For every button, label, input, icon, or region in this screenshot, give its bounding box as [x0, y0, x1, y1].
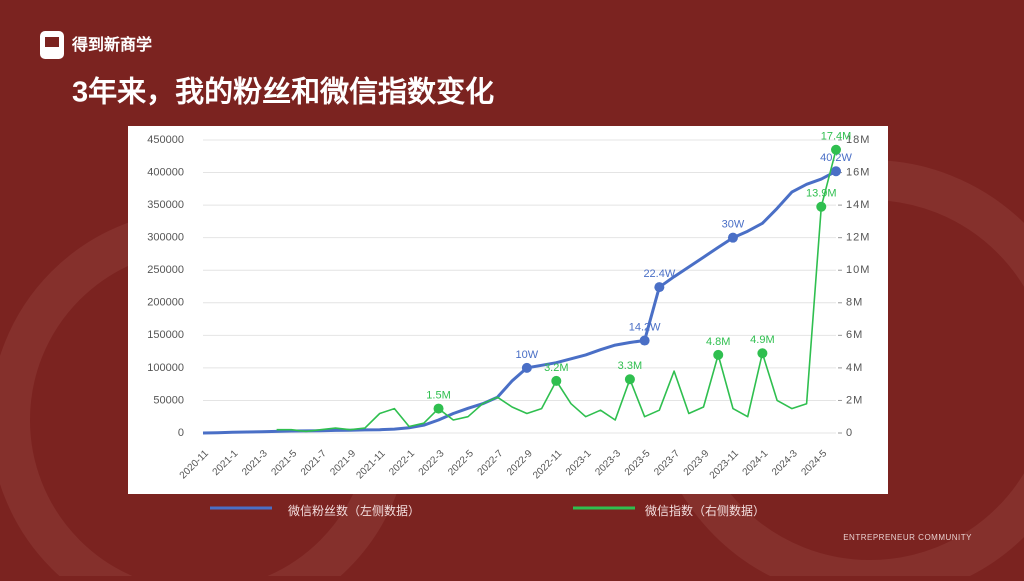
y2-tick-label: 6M	[846, 329, 863, 341]
y-tick-label: 250000	[147, 264, 184, 276]
legend-label: 微信粉丝数（左侧数据）	[288, 503, 420, 518]
data-label: 13.9M	[806, 188, 837, 200]
y-tick-label: 0	[178, 427, 184, 439]
y-tick-label: 300000	[147, 232, 184, 244]
data-label: 22.4W	[643, 268, 675, 280]
y2-tick-label: 12M	[846, 232, 870, 244]
y2-tick-label: 16M	[846, 166, 870, 178]
y-tick-label: 200000	[147, 297, 184, 309]
point-marker	[521, 362, 532, 373]
data-label: 3.3M	[618, 360, 642, 372]
point-marker	[639, 335, 650, 346]
data-label: 3.2M	[544, 362, 568, 374]
brand: 得到新商学	[71, 35, 152, 54]
y-tick-label: 450000	[147, 134, 184, 146]
footer: ENTREPRENEUR COMMUNITY	[843, 533, 972, 542]
data-label: 4.8M	[706, 336, 730, 348]
point-marker	[727, 232, 738, 243]
point-marker	[816, 201, 827, 212]
point-marker	[713, 349, 724, 360]
data-label: 1.5M	[426, 389, 450, 401]
legend-label: 微信指数（右侧数据）	[645, 503, 765, 518]
data-label: 10W	[516, 349, 539, 361]
point-marker	[831, 144, 841, 155]
y2-tick-label: 10M	[846, 264, 870, 276]
y-tick-label: 150000	[147, 329, 184, 341]
point-marker	[624, 374, 635, 385]
point-marker	[433, 403, 444, 414]
y2-tick-label: 18M	[846, 134, 870, 146]
point-marker	[551, 375, 562, 386]
y2-tick-label: 14M	[846, 199, 870, 211]
point-marker	[831, 166, 841, 177]
data-label: 14.2W	[629, 321, 661, 333]
y2-tick-label: 8M	[846, 297, 863, 309]
y2-tick-label: 2M	[846, 394, 863, 406]
plot-panel	[128, 126, 888, 494]
y-tick-label: 50000	[153, 394, 184, 406]
chart-title: 3年来，我的粉丝和微信指数变化	[72, 75, 494, 109]
logo-icon	[45, 37, 59, 47]
y2-tick-label: 4M	[846, 362, 863, 374]
y2-tick-label: 0	[846, 427, 853, 439]
point-marker	[757, 348, 768, 359]
point-marker	[654, 282, 665, 293]
data-label: 30W	[722, 219, 745, 231]
y-tick-label: 350000	[147, 199, 184, 211]
y-tick-label: 100000	[147, 362, 184, 374]
data-label: 40.2W	[820, 152, 852, 164]
data-label: 4.9M	[750, 334, 774, 346]
y-tick-label: 400000	[147, 166, 184, 178]
data-label: 17.4M	[821, 131, 852, 143]
